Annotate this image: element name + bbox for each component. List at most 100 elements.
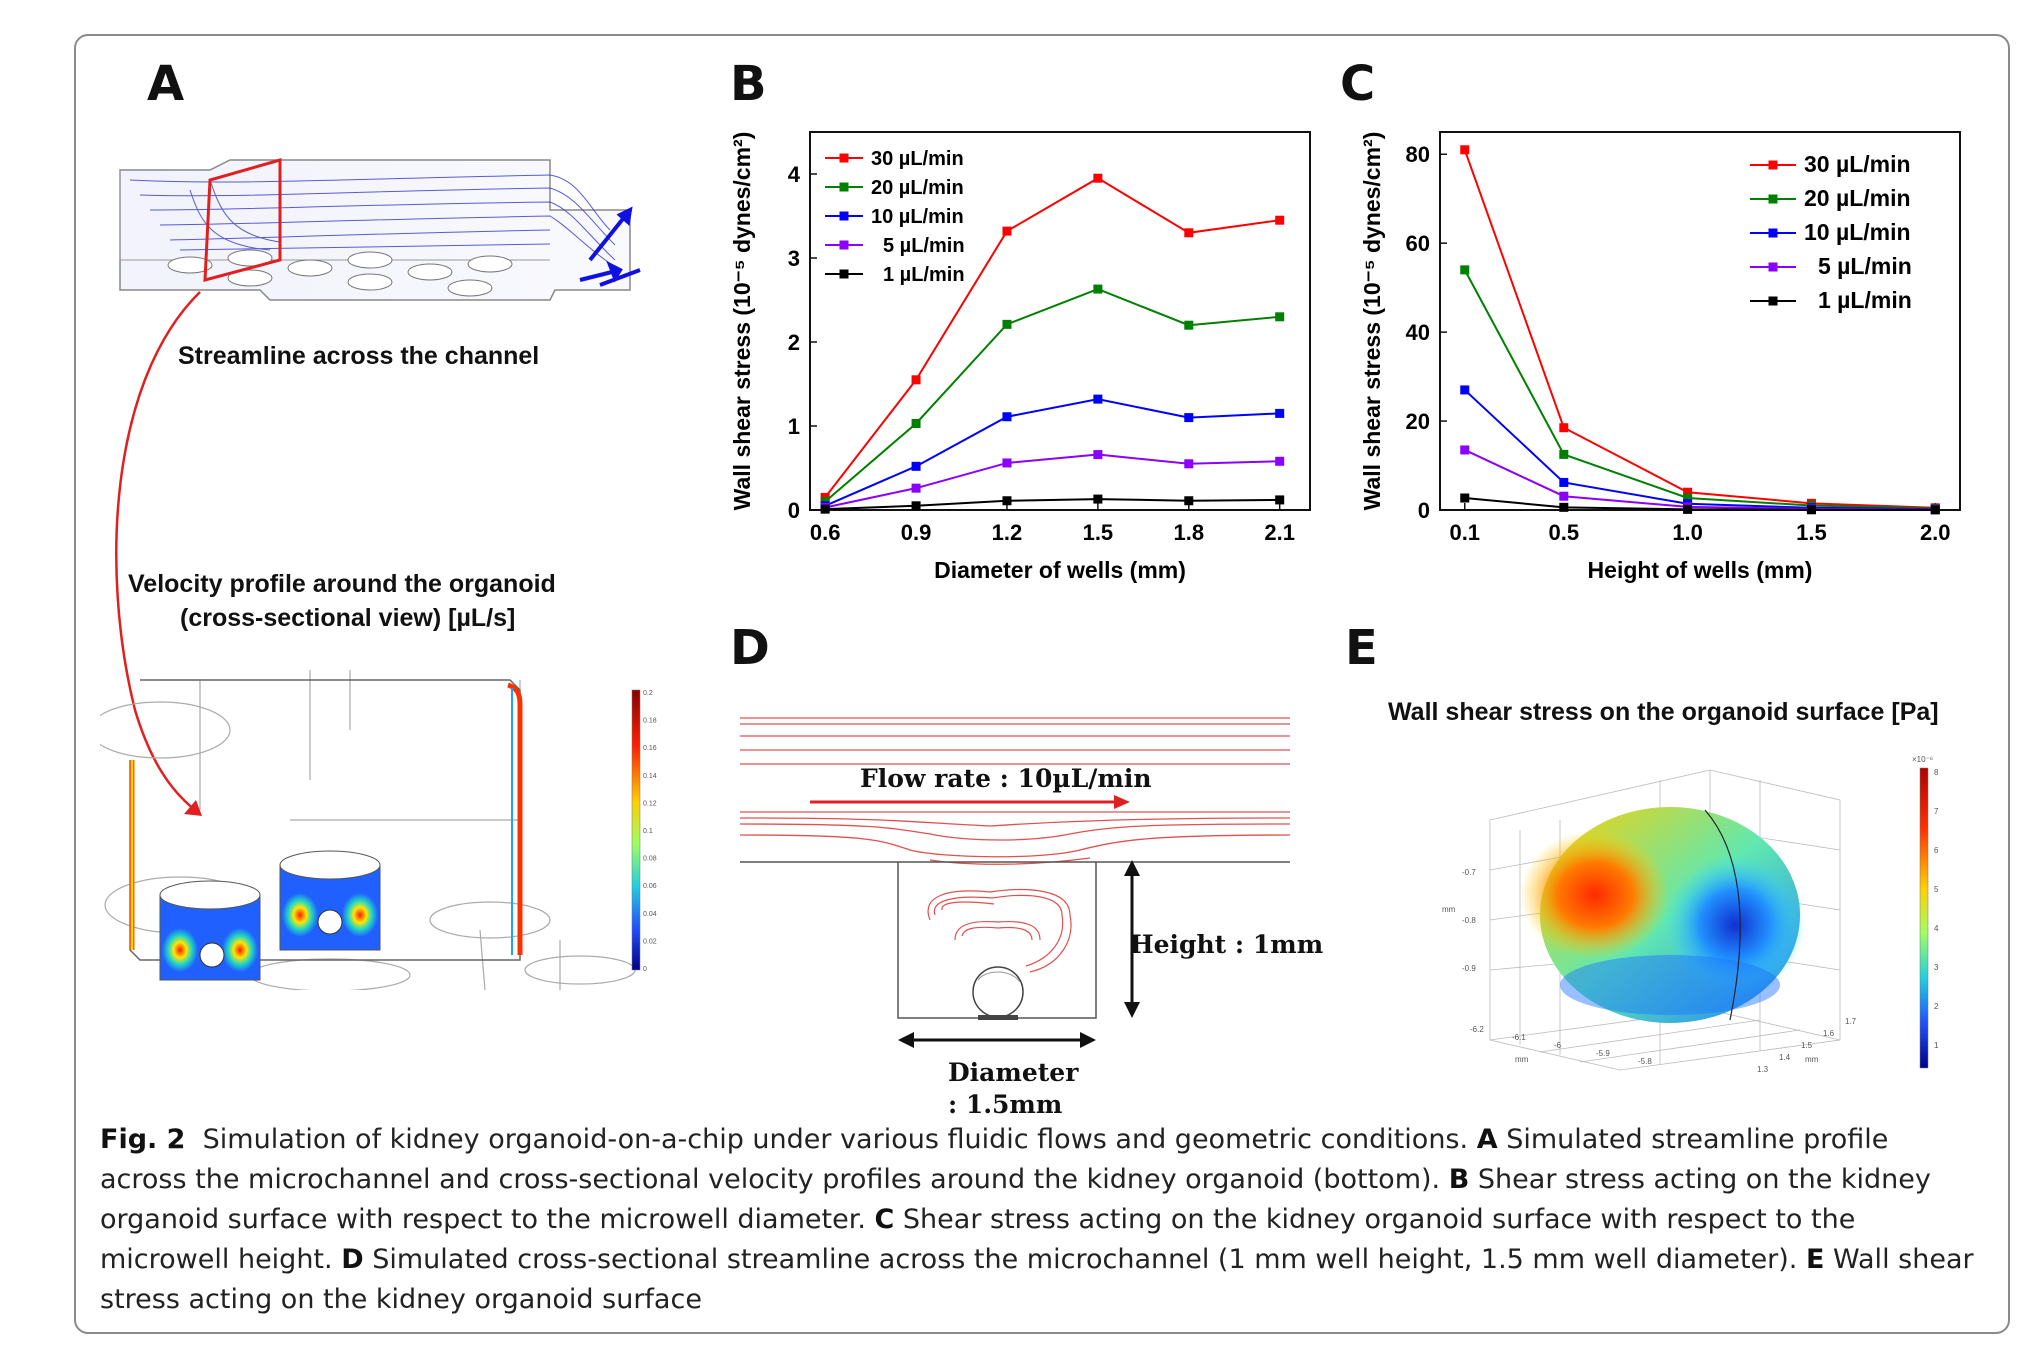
chart-b-series-line-1	[824, 288, 1280, 503]
chart-c-data-point	[1683, 493, 1693, 503]
chart-c-data-point	[1460, 445, 1470, 455]
chart-c-legend-label: 10 µL/min	[1804, 219, 1911, 245]
panel-e-colorbar-exponent: ×10⁻⁶	[1912, 755, 1933, 764]
panel-d-letter: D	[730, 620, 770, 676]
chart-c-legend-label: 30 µL/min	[1804, 151, 1911, 177]
chart-b-data-point	[1002, 412, 1012, 422]
chart-c-legend-marker	[1768, 296, 1778, 306]
panel-a-colorbar-tick: 0.18	[643, 718, 657, 725]
panel-a-bottom-title-1: Velocity profile around the organoid	[128, 570, 556, 598]
panel-e-colorbar-tick: 5	[1934, 885, 1939, 894]
chart-b-data-point	[911, 375, 921, 385]
panel-c-letter: C	[1340, 56, 1376, 112]
chart-c-series-line-2	[1464, 389, 1936, 511]
chart-c-data-point	[1559, 477, 1569, 487]
panel-e-colorbar-tick: 3	[1934, 963, 1939, 972]
panel-a-colorbar-tick: 0	[643, 966, 647, 973]
chart-c-legend-label: 20 µL/min	[1804, 185, 1911, 211]
caption-b-letter: B	[1448, 1164, 1470, 1195]
chart-c-legend-label: 1 µL/min	[1818, 287, 1912, 313]
caption-fig-label: Fig. 2	[100, 1124, 186, 1155]
chart-c-data-point	[1460, 385, 1470, 395]
panel-a-colorbar-tick: 0.04	[643, 911, 657, 918]
chart-b-data-point	[1002, 458, 1012, 468]
panel-a-colorbar-tick: 0.12	[643, 800, 657, 807]
chart-b-data-point	[911, 501, 921, 511]
panel-a-velocity-render: 0.2 0.18 0.16 0.14 0.12 0.1 0.08 0.06 0.04 0.02 0	[100, 670, 657, 990]
panel-e-colorbar-tick: 1	[1934, 1041, 1939, 1050]
chart-c-x-tick-label: 2.0	[1920, 520, 1951, 545]
chart-b-legend-label: 20 µL/min	[871, 177, 964, 199]
panel-d-diagram	[739, 717, 1291, 1048]
panel-e-y-unit: mm	[1805, 1055, 1819, 1064]
chart-c-data-point	[1559, 491, 1569, 501]
panel-a-top-label: Streamline across the channel	[178, 342, 540, 370]
chart-b-legend-marker	[839, 269, 849, 279]
chart-c: 0.1 0.5 1.0 1.5 2.0 0 20 40 60 80 Height of wells …	[1359, 131, 1961, 583]
caption-c-letter: C	[874, 1204, 895, 1235]
chart-b-data-point	[1184, 496, 1194, 506]
chart-b-x-tick-label: 0.6	[810, 520, 841, 545]
caption-d-letter: D	[341, 1244, 364, 1275]
chart-c-data-point	[1559, 423, 1569, 433]
chart-b-x-axis-label: Diameter of wells (mm)	[934, 557, 1186, 583]
chart-b-data-point	[1275, 215, 1285, 225]
panel-e-y-tick: 1.4	[1779, 1053, 1791, 1062]
panel-e-y-tick: 1.7	[1845, 1017, 1857, 1026]
chart-c-data-point	[1930, 505, 1940, 515]
chart-b-legend-marker	[839, 240, 849, 250]
chart-b-x-tick-label: 1.2	[992, 520, 1023, 545]
caption-intro: Simulation of kidney organoid-on-a-chip …	[202, 1124, 1469, 1155]
chart-c-data-point	[1460, 493, 1470, 503]
panel-e-x-tick: -6.1	[1512, 1033, 1526, 1042]
chart-c-data-point	[1460, 265, 1470, 275]
chart-c-legend-marker	[1768, 194, 1778, 204]
chart-b-data-point	[1275, 408, 1285, 418]
chart-b-y-tick-label: 1	[788, 414, 800, 439]
chart-b-data-point	[1093, 450, 1103, 460]
caption-e-text: Wall shear stress acting on the kidney o…	[100, 1244, 1974, 1315]
chart-c-y-tick-label: 40	[1406, 320, 1430, 345]
chart-b-series-line-0	[824, 177, 1280, 499]
caption-b-text: Shear stress acting on the kidney organo…	[100, 1164, 1931, 1235]
chart-b-legend-label: 10 µL/min	[871, 206, 964, 228]
chart-c-y-tick-label: 60	[1406, 231, 1430, 256]
chart-b-series-line-3	[824, 453, 1280, 509]
caption-c-text: Shear stress acting on the kidney organo…	[100, 1204, 1856, 1275]
chart-c-legend-marker	[1768, 228, 1778, 238]
panel-b-letter: B	[730, 56, 767, 112]
chart-b-x-tick-label: 1.5	[1083, 520, 1114, 545]
panel-e-x-tick: -5.8	[1638, 1057, 1652, 1066]
panel-e-colorbar-tick: 7	[1934, 807, 1939, 816]
chart-c-data-point	[1683, 504, 1693, 514]
panel-e-y-tick: 1.6	[1823, 1029, 1835, 1038]
caption-e-letter: E	[1806, 1244, 1825, 1275]
panel-e-z-tick: -0.7	[1462, 868, 1476, 877]
chart-c-series-line-3	[1464, 449, 1936, 511]
panel-d-height-label: Height : 1mm	[1130, 930, 1324, 959]
chart-c-data-point	[1460, 145, 1470, 155]
chart-b-data-point	[1093, 394, 1103, 404]
panel-e-x-unit: mm	[1515, 1055, 1529, 1064]
panel-e-surface-render: ×10⁻⁶ 8 7 6 5 4 3 2 1 -0.7 -0.8 -0.9 mm -6.2 -6.1 -6 -…	[1442, 755, 1939, 1074]
chart-b-y-axis-label: Wall shear stress (10⁻⁵ dynes/cm²)	[729, 132, 755, 511]
panel-e-y-tick: 1.3	[1757, 1065, 1769, 1074]
figure-caption: Fig. 2 Simulation of kidney organoid-on-…	[100, 1120, 1980, 1320]
panel-a-colorbar-tick: 0.14	[643, 773, 657, 780]
chart-c-y-tick-label: 80	[1406, 142, 1430, 167]
chart-b: 0.6 0.9 1.2 1.5 1.8 2.1 0 1 2 3 4 Diameter of wells…	[729, 131, 1311, 583]
panel-d-diameter-value: : 1.5mm	[948, 1090, 1063, 1119]
chart-c-x-tick-label: 0.5	[1549, 520, 1580, 545]
chart-b-plot-frame	[809, 131, 1311, 511]
chart-c-data-point	[1559, 502, 1569, 512]
chart-b-legend-marker	[839, 182, 849, 192]
panel-a-colorbar-tick: 0.06	[643, 883, 657, 890]
panel-a-connector-arrow	[115, 291, 202, 816]
chart-c-data-point	[1806, 505, 1816, 515]
chart-c-y-tick-label: 20	[1406, 409, 1430, 434]
chart-c-data-point	[1683, 487, 1693, 497]
panel-e-z-unit: mm	[1442, 905, 1456, 914]
panel-a-colorbar-tick: 0.16	[643, 745, 657, 752]
chart-b-data-point	[820, 504, 830, 514]
chart-c-y-tick-label: 0	[1418, 498, 1430, 523]
